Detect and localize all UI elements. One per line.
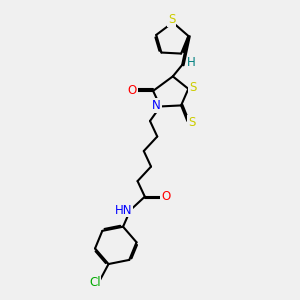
Text: O: O xyxy=(128,84,137,98)
Text: S: S xyxy=(168,14,176,26)
Text: HN: HN xyxy=(115,204,133,217)
Text: Cl: Cl xyxy=(89,276,101,289)
Text: N: N xyxy=(152,99,161,112)
Text: O: O xyxy=(161,190,170,203)
Text: S: S xyxy=(189,81,196,94)
Text: H: H xyxy=(187,56,196,69)
Text: S: S xyxy=(188,116,195,128)
